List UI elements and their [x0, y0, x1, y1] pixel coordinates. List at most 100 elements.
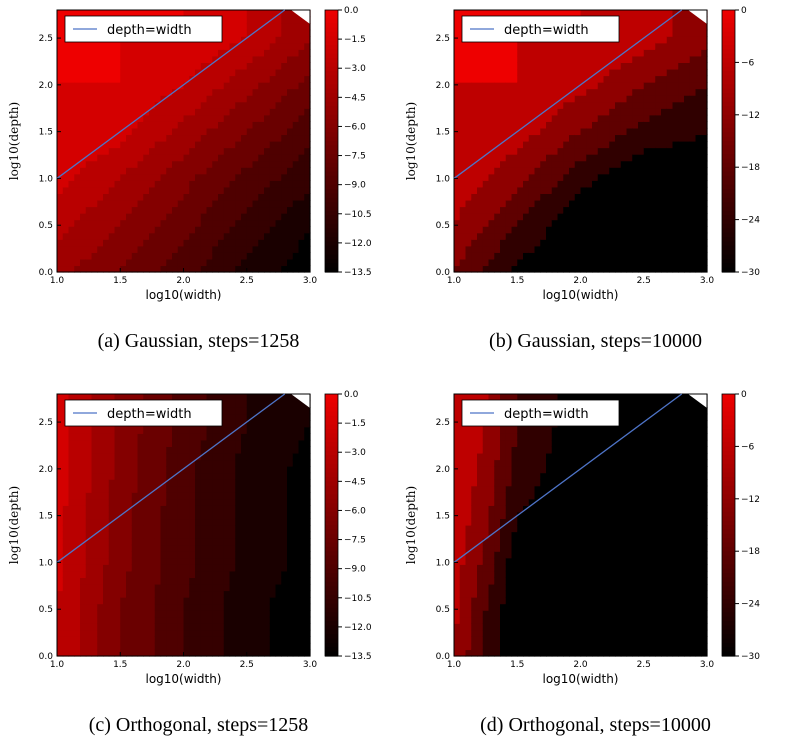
contour-cell	[604, 148, 610, 155]
colorbar-segment	[722, 259, 735, 264]
contour-cell	[57, 56, 63, 63]
contour-cell	[126, 134, 132, 141]
legend-label: depth=width	[504, 23, 589, 38]
contour-cell	[644, 43, 650, 50]
contour-cell	[586, 62, 592, 69]
contour-cell	[270, 82, 276, 89]
contour-cell	[678, 233, 684, 240]
contour-cell	[615, 102, 621, 109]
contour-cell	[276, 49, 282, 56]
contour-cell	[529, 259, 535, 266]
contour-cell	[63, 56, 69, 63]
contour-cell	[115, 571, 121, 578]
contour-cell	[120, 532, 126, 539]
contour-cell	[276, 36, 282, 43]
contour-cell	[120, 141, 126, 148]
contour-cell	[281, 148, 287, 155]
caption-b: (b) Gaussian, steps=10000	[397, 330, 794, 353]
contour-cell	[132, 551, 138, 558]
contour-cell	[506, 43, 512, 50]
contour-cell	[540, 239, 546, 246]
contour-cell	[293, 30, 299, 37]
contour-cell	[155, 62, 161, 69]
contour-cell	[109, 604, 115, 611]
contour-cell	[207, 433, 213, 440]
contour-cell	[132, 180, 138, 187]
contour-cell	[466, 207, 472, 214]
contour-cell	[132, 492, 138, 499]
colorbar-segment	[325, 167, 338, 172]
contour-cell	[598, 193, 604, 200]
contour-cell	[126, 226, 132, 233]
contour-cell	[155, 180, 161, 187]
contour-cell	[569, 56, 575, 63]
contour-cell	[293, 154, 299, 161]
contour-cell	[69, 187, 75, 194]
contour-cell	[253, 76, 259, 83]
contour-cell	[230, 134, 236, 141]
contour-cell	[224, 630, 230, 637]
contour-cell	[189, 623, 195, 630]
contour-cell	[126, 479, 132, 486]
contour-cell	[287, 187, 293, 194]
contour-cell	[201, 643, 207, 650]
contour-cell	[86, 479, 92, 486]
contour-cell	[489, 193, 495, 200]
contour-cell	[86, 604, 92, 611]
contour-cell	[581, 207, 587, 214]
colorbar-segment	[325, 71, 338, 76]
contour-cell	[86, 233, 92, 240]
contour-cell	[92, 617, 98, 624]
contour-cell	[276, 134, 282, 141]
contour-cell	[558, 134, 564, 141]
contour-cell	[92, 193, 98, 200]
contour-cell	[109, 532, 115, 539]
contour-cell	[120, 440, 126, 447]
contour-cell	[132, 193, 138, 200]
contour-cell	[138, 479, 144, 486]
contour-cell	[678, 89, 684, 96]
contour-cell	[678, 23, 684, 30]
contour-cell	[138, 89, 144, 96]
contour-cell	[466, 95, 472, 102]
contour-cell	[258, 207, 264, 214]
contour-cell	[149, 610, 155, 617]
contour-cell	[120, 62, 126, 69]
contour-cell	[69, 591, 75, 598]
contour-cell	[621, 148, 627, 155]
contour-cell	[115, 233, 121, 240]
contour-cell	[235, 558, 241, 565]
contour-cell	[97, 433, 103, 440]
contour-cell	[161, 623, 167, 630]
contour-cell	[586, 259, 592, 266]
contour-cell	[563, 220, 569, 227]
contour-cell	[143, 591, 149, 598]
contour-cell	[523, 187, 529, 194]
contour-cell	[287, 76, 293, 83]
contour-cell	[97, 643, 103, 650]
contour-cell	[138, 636, 144, 643]
contour-cell	[632, 187, 638, 194]
contour-cell	[86, 200, 92, 207]
contour-cell	[276, 187, 282, 194]
contour-cell	[650, 141, 656, 148]
colorbar-segment	[722, 119, 735, 124]
contour-cell	[63, 193, 69, 200]
contour-cell	[189, 69, 195, 76]
contour-cell	[466, 134, 472, 141]
contour-cell	[161, 102, 167, 109]
contour-cell	[609, 220, 615, 227]
contour-cell	[535, 102, 541, 109]
contour-cell	[63, 479, 69, 486]
contour-cell	[293, 226, 299, 233]
contour-cell	[92, 538, 98, 545]
contour-cell	[483, 121, 489, 128]
contour-cell	[253, 10, 259, 17]
contour-cell	[218, 571, 224, 578]
contour-cell	[235, 584, 241, 591]
contour-cell	[230, 213, 236, 220]
contour-cell	[299, 69, 305, 76]
contour-cell	[149, 69, 155, 76]
contour-cell	[195, 56, 201, 63]
contour-cell	[258, 174, 264, 181]
